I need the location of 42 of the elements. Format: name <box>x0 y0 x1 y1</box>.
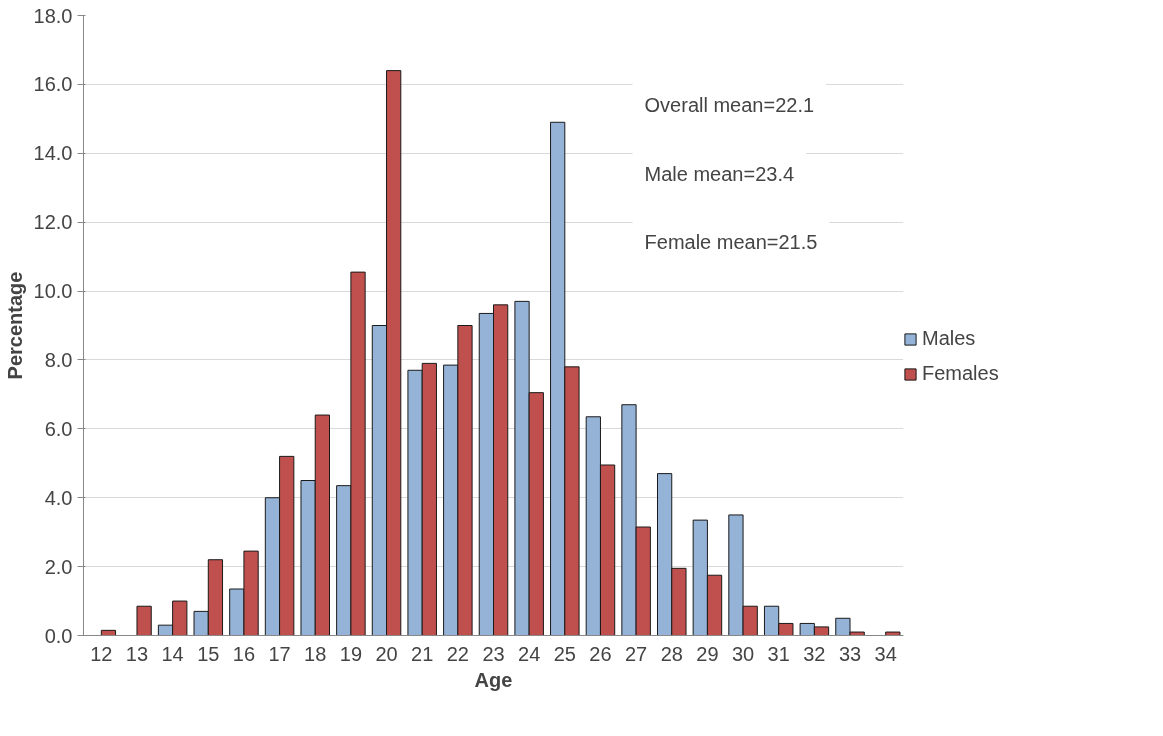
y-tick-label: 12.0 <box>33 211 73 234</box>
y-tick-label: 2.0 <box>44 555 73 578</box>
y-tick-label: 4.0 <box>44 486 73 509</box>
x-tick-label: 27 <box>624 642 648 665</box>
legend-label: Females <box>922 362 1000 385</box>
x-tick-label: 15 <box>197 642 220 665</box>
x-tick-label: 20 <box>375 642 398 665</box>
x-tick-label: 34 <box>874 642 897 665</box>
annotation: Female mean=21.5 <box>644 230 818 253</box>
x-tick-label: 25 <box>553 642 576 665</box>
x-tick-label: 22 <box>446 642 469 665</box>
annotation: Overall mean=22.1 <box>644 94 815 117</box>
x-tick-label: 26 <box>589 642 612 665</box>
annotation: Male mean=23.4 <box>644 162 795 185</box>
x-tick-label: 24 <box>518 642 541 665</box>
x-tick-label: 16 <box>232 642 256 665</box>
y-tick-label: 6.0 <box>44 417 73 440</box>
x-tick-label: 13 <box>125 642 149 665</box>
x-tick-label: 28 <box>660 642 683 665</box>
x-tick-label: 32 <box>803 642 826 665</box>
x-tick-label: 29 <box>696 642 719 665</box>
x-tick-label: 23 <box>482 642 505 665</box>
y-tick-label: 14.0 <box>33 142 73 165</box>
x-tick-label: 21 <box>411 642 434 665</box>
x-axis-title: Age <box>474 668 513 691</box>
y-axis-title: Percentage <box>3 271 26 380</box>
legend-label: Males <box>922 327 977 350</box>
x-tick-label: 33 <box>838 642 862 665</box>
x-tick-label: 14 <box>161 642 184 665</box>
y-tick-label: 16.0 <box>33 73 73 96</box>
x-tick-label: 31 <box>767 642 790 665</box>
x-tick-label: 12 <box>90 642 113 665</box>
y-tick-label: 8.0 <box>44 348 73 371</box>
x-tick-label: 30 <box>731 642 755 665</box>
x-tick-label: 17 <box>268 642 291 665</box>
x-tick-label: 19 <box>339 642 363 665</box>
x-tick-label: 18 <box>304 642 327 665</box>
y-tick-label: 10.0 <box>33 280 73 303</box>
y-tick-label: 18.0 <box>33 4 73 27</box>
bar <box>136 605 152 636</box>
bar <box>885 631 901 636</box>
y-tick-label: 0.0 <box>44 624 73 647</box>
